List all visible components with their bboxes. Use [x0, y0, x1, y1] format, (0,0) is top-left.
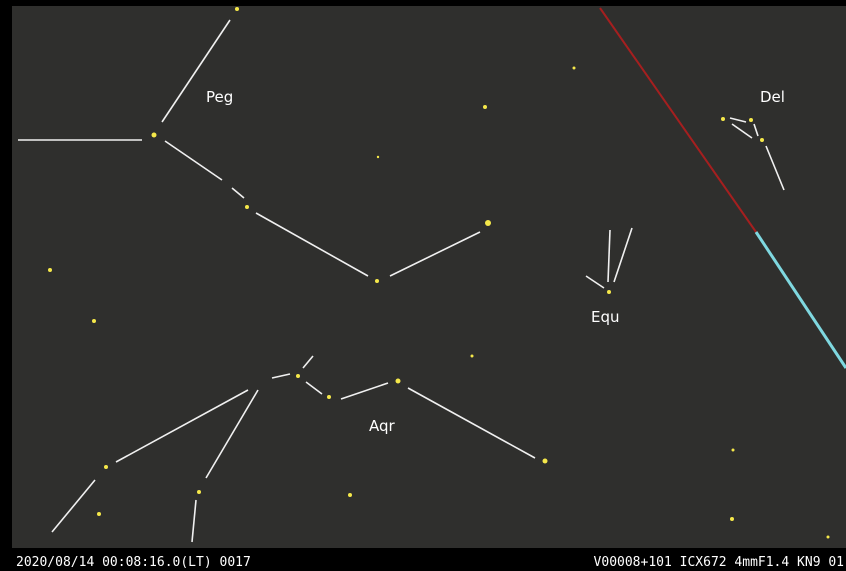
stars	[48, 7, 830, 539]
constellation-label: Peg	[206, 88, 233, 106]
meteor-red	[599, 7, 757, 233]
constellation-label: Aqr	[369, 417, 396, 435]
timestamp: 2020/08/14 00:08:16.0(LT) 0017	[16, 555, 251, 570]
camera-info: V00008+101 ICX672 4mmF1.4 KN9 01	[594, 555, 844, 570]
sky	[12, 6, 846, 548]
constellation-label: Del	[760, 88, 785, 106]
constellation-label: Equ	[591, 308, 620, 326]
constellation-lines	[18, 19, 785, 543]
meteor-cyan	[754, 231, 846, 369]
